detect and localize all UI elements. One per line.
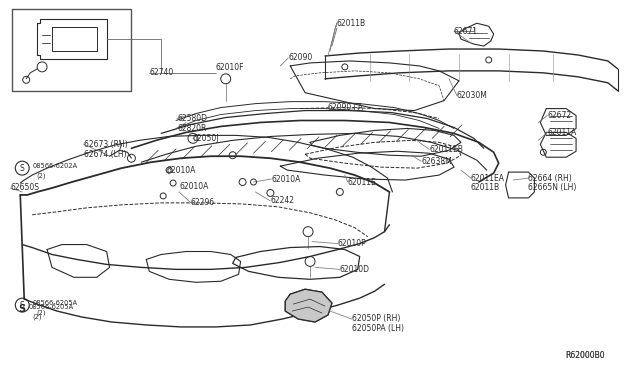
Text: 62010F: 62010F (216, 63, 244, 73)
Text: 62010A: 62010A (166, 166, 196, 174)
Text: 62050P (RH): 62050P (RH) (352, 314, 400, 324)
Text: 62673 (RH): 62673 (RH) (84, 140, 127, 149)
Text: 62010A: 62010A (179, 183, 209, 192)
Text: 62010P: 62010P (338, 239, 367, 248)
Text: S: S (20, 164, 24, 173)
Text: R62000B0: R62000B0 (565, 351, 605, 360)
Text: 62011EA: 62011EA (471, 174, 505, 183)
Text: 62650S: 62650S (10, 183, 39, 192)
Text: (2): (2) (36, 173, 45, 179)
Text: 62242: 62242 (270, 196, 294, 205)
Text: 08566-6202A: 08566-6202A (32, 163, 77, 169)
Text: S: S (19, 304, 26, 314)
Text: 62010A: 62010A (271, 174, 301, 183)
Text: 62011B: 62011B (337, 19, 366, 28)
Text: 62671: 62671 (454, 27, 478, 36)
Text: 62030M: 62030M (457, 91, 488, 100)
Text: 62050J: 62050J (193, 134, 220, 143)
Text: 62820R: 62820R (177, 124, 207, 133)
Text: R62000B0: R62000B0 (565, 351, 605, 360)
Text: 62674 (LH): 62674 (LH) (84, 150, 127, 159)
Text: 08566-6205A: 08566-6205A (28, 304, 74, 310)
Text: 62664 (RH): 62664 (RH) (529, 174, 572, 183)
Text: 62672: 62672 (547, 111, 572, 120)
Text: 08566-6205A: 08566-6205A (32, 300, 77, 306)
Text: 62050PA (LH): 62050PA (LH) (352, 324, 404, 333)
Text: S: S (20, 301, 24, 310)
Text: 62638M: 62638M (421, 157, 452, 166)
Text: (2): (2) (32, 314, 42, 320)
Text: 62090: 62090 (288, 54, 312, 62)
Text: 62011E: 62011E (348, 177, 376, 186)
Text: 62580D: 62580D (177, 114, 207, 123)
Text: (2): (2) (36, 310, 45, 316)
Text: 62011A: 62011A (547, 128, 577, 137)
Text: 62010D: 62010D (340, 265, 370, 274)
Text: 62011EB: 62011EB (429, 145, 463, 154)
Text: 62011B: 62011B (471, 183, 500, 192)
Text: 62090+A: 62090+A (328, 103, 364, 112)
Text: 62296: 62296 (191, 198, 215, 207)
Text: 62665N (LH): 62665N (LH) (529, 183, 577, 192)
Text: 62740: 62740 (149, 68, 173, 77)
Polygon shape (285, 289, 332, 322)
